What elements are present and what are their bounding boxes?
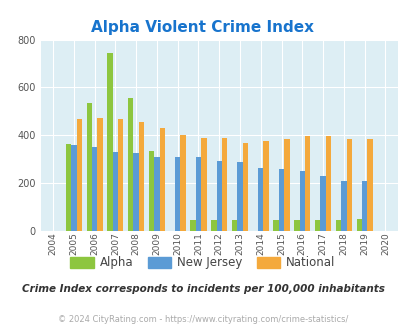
Bar bbox=[77, 119, 82, 231]
Bar bbox=[216, 161, 222, 231]
Legend: Alpha, New Jersey, National: Alpha, New Jersey, National bbox=[66, 252, 339, 274]
Bar bbox=[180, 135, 185, 231]
Bar bbox=[242, 143, 247, 231]
Bar bbox=[278, 169, 284, 231]
Bar bbox=[258, 168, 263, 231]
Bar bbox=[237, 162, 242, 231]
Bar bbox=[367, 139, 372, 231]
Bar bbox=[356, 219, 361, 231]
Text: © 2024 CityRating.com - https://www.cityrating.com/crime-statistics/: © 2024 CityRating.com - https://www.city… bbox=[58, 315, 347, 324]
Bar bbox=[314, 220, 320, 231]
Bar bbox=[71, 145, 77, 231]
Bar bbox=[299, 171, 304, 231]
Bar bbox=[231, 220, 237, 231]
Bar bbox=[139, 122, 144, 231]
Bar bbox=[133, 153, 139, 231]
Bar bbox=[159, 128, 164, 231]
Bar bbox=[195, 157, 200, 231]
Bar bbox=[263, 141, 268, 231]
Bar bbox=[154, 157, 159, 231]
Bar bbox=[284, 139, 289, 231]
Bar bbox=[175, 157, 180, 231]
Text: Alpha Violent Crime Index: Alpha Violent Crime Index bbox=[91, 20, 314, 35]
Bar bbox=[222, 138, 227, 231]
Bar bbox=[294, 220, 299, 231]
Bar bbox=[273, 220, 278, 231]
Bar bbox=[97, 117, 102, 231]
Bar bbox=[361, 181, 367, 231]
Bar bbox=[340, 181, 346, 231]
Bar bbox=[346, 139, 351, 231]
Bar bbox=[200, 138, 206, 231]
Bar bbox=[149, 151, 154, 231]
Bar bbox=[325, 136, 330, 231]
Bar bbox=[211, 220, 216, 231]
Bar bbox=[66, 144, 71, 231]
Bar bbox=[92, 147, 97, 231]
Text: Crime Index corresponds to incidents per 100,000 inhabitants: Crime Index corresponds to incidents per… bbox=[21, 284, 384, 294]
Bar bbox=[320, 177, 325, 231]
Bar bbox=[304, 136, 310, 231]
Bar bbox=[190, 220, 195, 231]
Bar bbox=[107, 53, 113, 231]
Bar bbox=[128, 98, 133, 231]
Bar bbox=[335, 220, 340, 231]
Bar bbox=[86, 103, 92, 231]
Bar bbox=[118, 119, 123, 231]
Bar bbox=[113, 152, 118, 231]
